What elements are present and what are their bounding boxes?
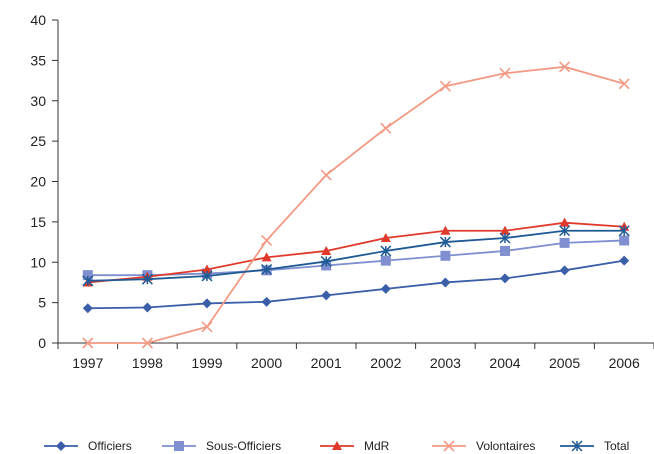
y-tick-label: 20 <box>30 174 46 190</box>
data-point-mdr <box>440 225 451 235</box>
x-tick-label: 1997 <box>72 355 103 371</box>
data-point-sous-officiers <box>82 270 93 281</box>
data-point-officiers <box>202 298 212 309</box>
data-point-total <box>499 232 511 244</box>
legend-marker <box>56 441 66 451</box>
data-point-officiers <box>380 283 391 294</box>
data-point-officiers <box>321 290 332 301</box>
x-tick-label: 2006 <box>609 355 640 371</box>
legend: Officiers Sous-Officiers MdR Volontaires Tot… <box>44 439 629 453</box>
legend-label: Sous-Officiers <box>206 439 281 453</box>
series-line-volontaires <box>87 65 625 344</box>
data-point-total <box>261 263 273 276</box>
data-point-sous-officiers <box>559 237 570 248</box>
series-line-mdr <box>87 221 625 284</box>
data-point-total <box>141 273 153 285</box>
legend-marker <box>332 441 342 450</box>
data-point-officiers <box>82 303 93 314</box>
data-point-total <box>559 225 571 237</box>
data-point-volontaires <box>439 80 451 92</box>
x-tick-label: 2005 <box>549 355 580 371</box>
data-point-total <box>439 236 451 248</box>
data-point-total <box>380 245 392 257</box>
y-tick-label: 40 <box>30 12 46 28</box>
x-tick-label: 2000 <box>251 355 282 371</box>
y-tick-label: 35 <box>30 52 46 68</box>
data-point-mdr <box>321 245 332 255</box>
data-point-total <box>201 270 213 282</box>
data-point-total <box>618 225 630 237</box>
series-line-sous-officiers <box>87 239 625 277</box>
y-tick-label: 30 <box>30 93 46 109</box>
y-tick-label: 0 <box>38 335 46 351</box>
series-layer <box>82 61 630 349</box>
data-point-officiers <box>261 296 272 307</box>
series-officiers <box>82 255 630 314</box>
data-point-officiers <box>559 265 570 276</box>
series-line-officiers <box>87 259 625 310</box>
data-point-mdr <box>559 217 570 227</box>
y-tick-label: 5 <box>38 295 46 311</box>
data-point-volontaires <box>261 234 273 247</box>
data-point-mdr <box>380 233 391 243</box>
data-point-mdr <box>202 264 212 274</box>
data-point-mdr <box>261 252 272 262</box>
data-point-volontaires <box>499 67 511 79</box>
data-point-total <box>320 255 332 267</box>
data-point-officiers <box>619 255 630 266</box>
data-point-volontaires <box>380 122 392 134</box>
legend-label: Volontaires <box>476 439 535 453</box>
data-point-mdr <box>500 225 510 235</box>
legend-item-mdr: MdR <box>320 439 390 453</box>
legend-marker <box>443 440 455 452</box>
legend-item-officiers: Officiers <box>44 439 132 453</box>
data-point-volontaires <box>201 321 213 333</box>
legend-label: Total <box>604 439 629 453</box>
x-tick-label: 1998 <box>132 355 163 371</box>
data-point-officiers <box>500 273 510 284</box>
y-tick-label: 25 <box>30 133 46 149</box>
data-point-volontaires <box>559 61 571 73</box>
x-tick-label: 2002 <box>370 355 401 371</box>
legend-item-total: Total <box>560 439 629 453</box>
data-point-officiers <box>440 277 451 288</box>
x-tick-label: 1999 <box>191 355 222 371</box>
axes: 0 5 10 15 20 25 30 35 40 1997 1998 1999 2000 2001 2002… <box>30 12 654 371</box>
x-tick-label: 2003 <box>430 355 461 371</box>
y-tick-label: 10 <box>30 254 46 270</box>
legend-marker <box>174 441 184 451</box>
series-line-total <box>87 229 625 282</box>
legend-label: MdR <box>364 439 390 453</box>
legend-item-sous-officiers: Sous-Officiers <box>162 439 281 453</box>
x-tick-label: 2001 <box>311 355 342 371</box>
data-point-volontaires <box>618 78 630 90</box>
data-point-officiers <box>142 302 153 313</box>
series-mdr <box>82 217 630 287</box>
data-point-sous-officiers <box>619 235 630 246</box>
data-point-sous-officiers <box>440 250 451 261</box>
legend-label: Officiers <box>88 439 132 453</box>
y-tick-label: 15 <box>30 214 46 230</box>
series-total <box>82 225 630 287</box>
legend-marker <box>571 440 583 452</box>
data-point-sous-officiers <box>380 255 391 266</box>
legend-item-volontaires: Volontaires <box>432 439 535 453</box>
data-point-volontaires <box>82 337 94 349</box>
data-point-total <box>82 275 94 287</box>
x-tick-label: 2004 <box>489 355 520 371</box>
data-point-sous-officiers <box>500 245 510 256</box>
data-point-volontaires <box>320 169 332 181</box>
series-volontaires <box>82 61 630 349</box>
data-point-volontaires <box>141 337 153 349</box>
